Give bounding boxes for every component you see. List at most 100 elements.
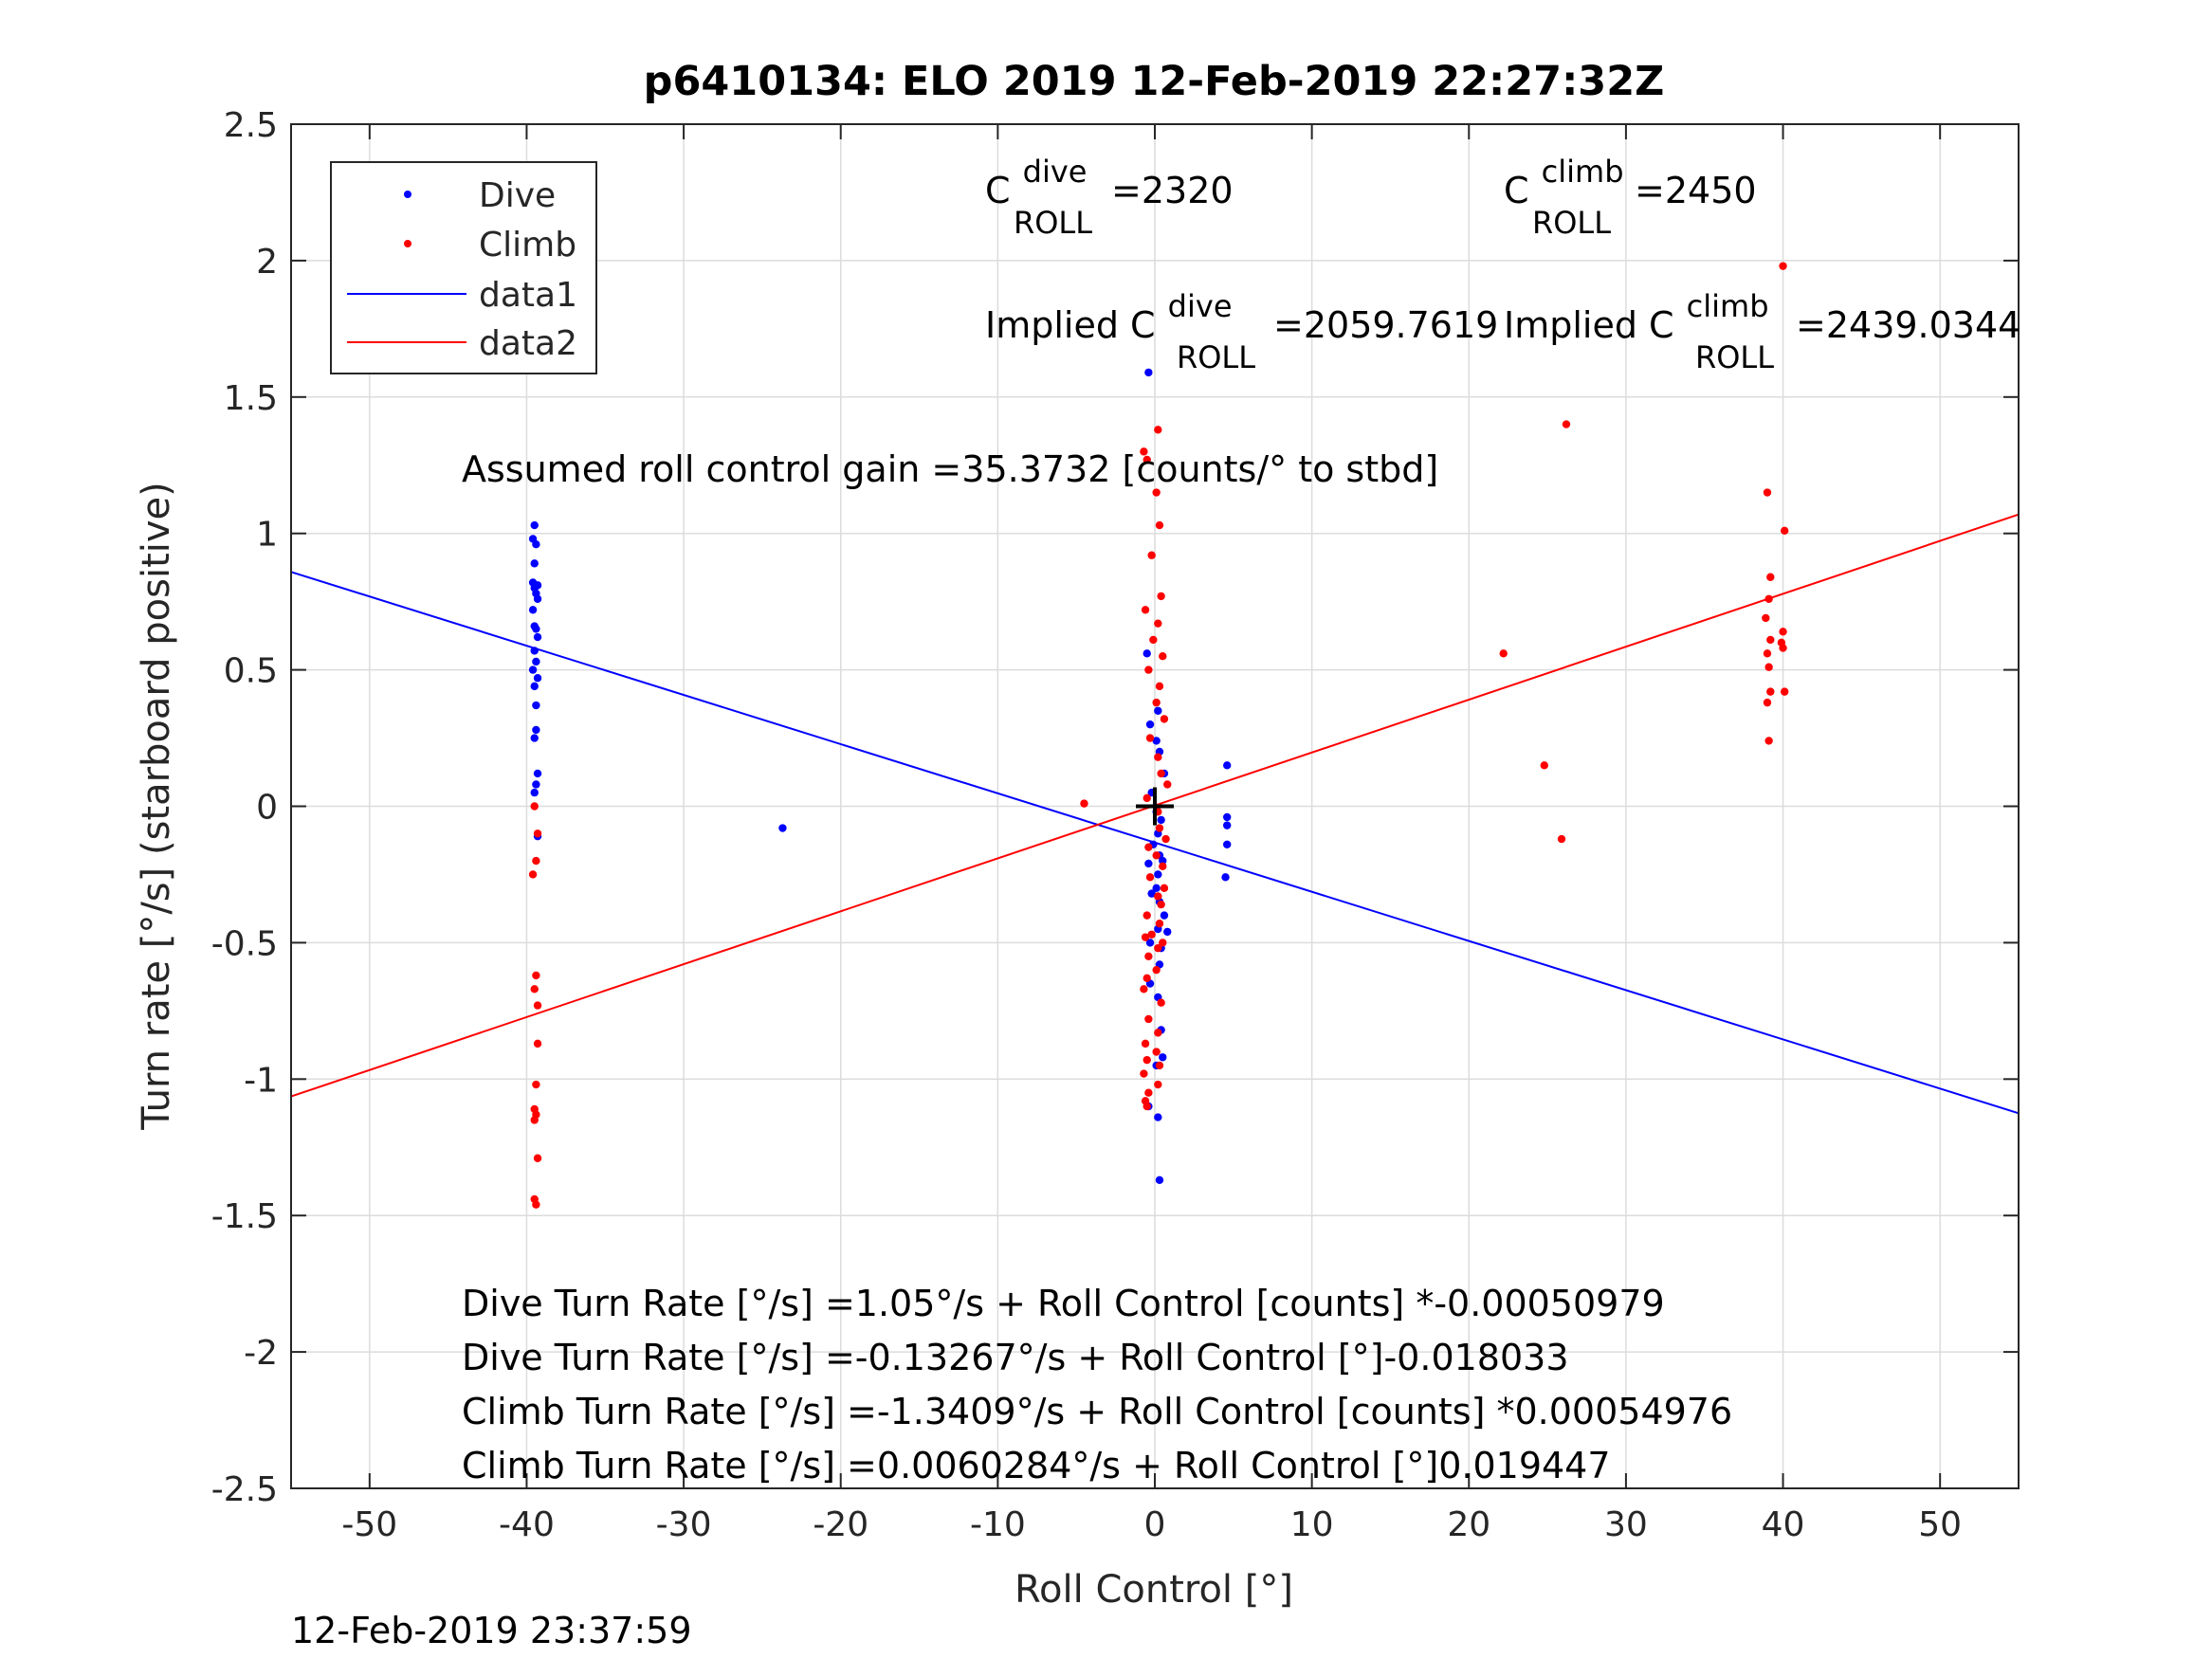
point-climb [1149,635,1158,645]
point-climb [1499,649,1508,658]
point-climb [1144,1014,1153,1024]
annotation-implied-climb-value: =2439.0344 [1796,304,2020,346]
point-climb [1144,843,1153,851]
point-dive [530,647,539,655]
point-climb [1781,687,1789,696]
y-tick-label: 2.5 [224,106,278,145]
point-climb [1154,753,1162,761]
annotation-implied-climb: Implied C climb ROLL =2439.0344 [1504,283,2020,376]
point-dive [1143,649,1151,658]
point-dive [1152,737,1161,745]
point-dive [530,682,539,691]
point-climb [1764,737,1773,745]
legend-dive-marker [404,191,411,198]
point-climb [1144,665,1153,674]
legend-dive-label: Dive [479,176,556,215]
annotation-implied-climb-sup: climb [1687,288,1769,324]
point-climb [1155,520,1164,530]
point-climb [1157,998,1165,1007]
annotation-implied-dive-sup: dive [1168,288,1233,324]
point-climb [1154,943,1162,953]
y-tick-label: 2 [256,243,278,282]
point-dive [1163,927,1172,937]
point-dive [530,520,539,530]
legend: Dive Climb data1 data2 [330,161,597,374]
point-climb [1152,698,1161,707]
axes-box [290,123,2020,1489]
point-dive [532,657,540,666]
point-climb [1143,793,1151,803]
point-climb [533,1001,542,1010]
x-tick-label: -40 [499,1505,555,1544]
point-climb [1157,900,1165,909]
point-climb [1141,933,1150,941]
point-dive [1222,812,1232,822]
point-climb [533,1039,542,1048]
ticks [291,123,2019,1489]
point-climb [1141,1039,1150,1048]
y-tick-label: 0 [256,789,278,828]
point-climb [1143,1102,1151,1111]
x-tick-label: -50 [341,1505,397,1544]
point-climb [1145,873,1155,882]
x-tick-label: -20 [813,1505,868,1544]
point-climb [1155,682,1164,691]
point-climb [1764,663,1773,671]
annotation-eq4: Climb Turn Rate [°/s] =0.0060284°/s + Ro… [462,1445,1611,1486]
point-climb [1152,851,1161,860]
annotation-implied-climb-base: Implied C [1504,304,1674,346]
y-axis-label: Turn rate [°/s] (starboard positive) [135,482,178,1131]
annotation-c-climb-value: =2450 [1635,170,1757,211]
point-dive [532,701,540,710]
annotation-c-dive: C dive ROLL =2320 [985,149,1234,242]
point-climb [1145,734,1155,742]
tick-labels: -50 -40 -30 -20 -10 0 10 20 30 40 50-2.5-2-1.5-1-0… [211,106,1962,1544]
point-dive [533,632,542,642]
y-tick-label: -0.5 [211,924,278,963]
point-climb [528,870,538,879]
point-dive [532,625,540,633]
point-climb [1147,551,1156,559]
point-climb [1766,635,1775,645]
point-climb [1157,769,1165,778]
point-dive [528,606,538,614]
point-dive [532,725,540,735]
y-tick-label: 1 [256,516,278,555]
point-climb [1154,1080,1162,1089]
annotation-implied-climb-sub: ROLL [1695,339,1774,375]
footer-timestamp: 12-Feb-2019 23:37:59 [291,1610,692,1651]
x-tick-label: 0 [1144,1505,1166,1544]
point-dive [1159,1053,1167,1062]
point-dive [530,559,539,568]
point-climb [1764,594,1773,603]
y-tick-label: 1.5 [224,379,278,418]
point-dive [1154,870,1162,879]
point-dive [1144,368,1153,377]
point-climb [1155,920,1164,928]
annotation-eq3: Climb Turn Rate [°/s] =-1.3409°/s + Roll… [462,1391,1732,1432]
chart-title: p6410134: ELO 2019 12-Feb-2019 22:27:32Z [644,58,1665,105]
x-tick-label: -10 [970,1505,1026,1544]
annotation-c-climb-sup: climb [1542,154,1624,190]
point-climb [532,1200,540,1209]
point-climb [1562,420,1571,428]
point-dive [1155,1176,1164,1184]
point-climb [1152,488,1161,497]
point-climb [533,1154,542,1162]
legend-box [330,161,597,374]
point-climb [1160,884,1169,893]
point-climb [1141,606,1150,614]
point-dive [1222,821,1232,830]
point-climb [1143,974,1151,983]
point-climb [1140,985,1148,994]
annotation-c-dive-sup: dive [1023,154,1088,190]
annotation-implied-dive-value: =2059.7619 [1273,304,1498,346]
point-climb [1159,862,1167,871]
point-dive [1159,856,1167,866]
point-climb [1763,698,1772,707]
point-dive [1221,873,1230,882]
point-dive [778,824,787,832]
point-climb [532,856,540,866]
point-dive [1145,720,1155,729]
point-climb [1781,526,1789,536]
